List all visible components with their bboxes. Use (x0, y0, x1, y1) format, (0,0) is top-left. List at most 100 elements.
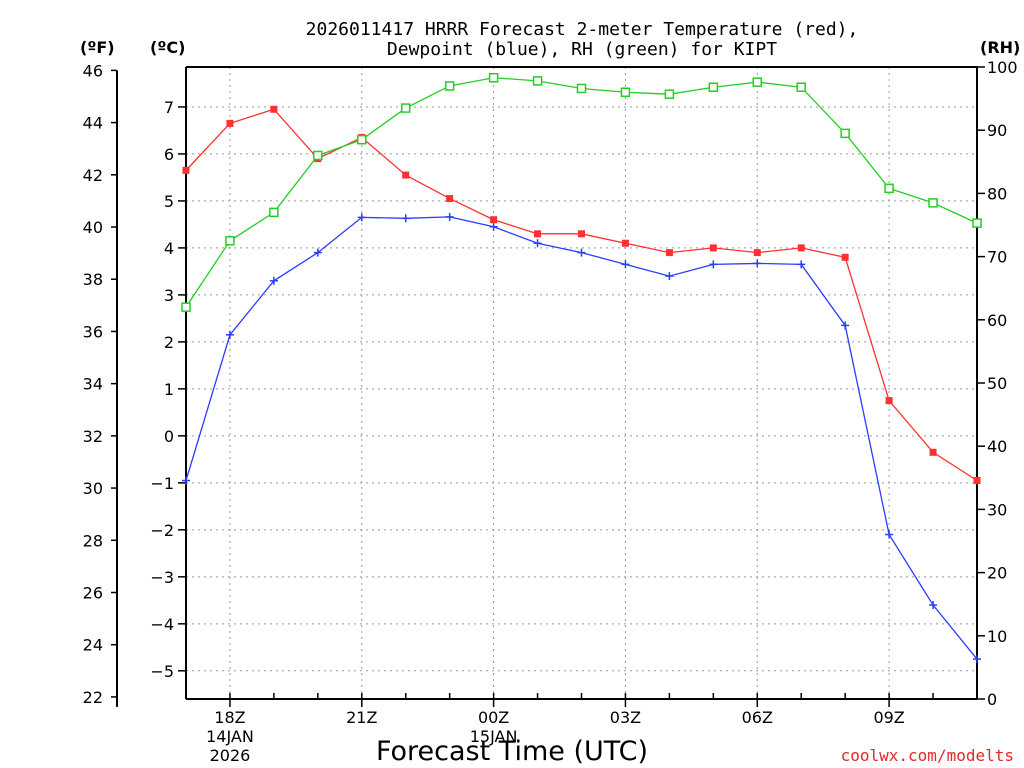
x-tick-label: 14JAN (206, 727, 254, 746)
fahrenheit-tick-label: 26 (83, 583, 103, 602)
x-axis-label: Forecast Time (UTC) (376, 736, 648, 767)
x-tick-label: 15JAN (470, 727, 518, 746)
rh-data-point (357, 134, 367, 145)
fahrenheit-tick-label: 24 (83, 636, 103, 655)
celsius-tick-label: −3 (150, 568, 174, 587)
rh-data-point (928, 198, 938, 208)
temperature-data-point (885, 397, 893, 405)
rh-data-point (488, 72, 499, 83)
celsius-tick-label: 1 (164, 380, 174, 399)
fahrenheit-tick-label: 30 (83, 479, 103, 498)
temperature-data-point (270, 105, 278, 113)
chart-title-line-2: Dewpoint (blue), RH (green) for KIPT (387, 39, 777, 60)
rh-data-point (400, 103, 411, 113)
dewpoint-data-point (621, 260, 630, 269)
fahrenheit-tick-label: 36 (83, 322, 103, 341)
dewpoint-data-point (401, 214, 410, 223)
dewpoint-data-point (665, 272, 674, 281)
dewpoint-data-point (709, 260, 718, 269)
temperature-data-point (929, 448, 937, 456)
rh-tick-label: 50 (987, 374, 1007, 393)
temperature-data-point (621, 239, 629, 247)
fahrenheit-unit-label: (ºF) (80, 38, 115, 57)
x-tick-label: 03Z (610, 708, 641, 727)
rh-tick-label: 10 (987, 627, 1007, 646)
temperature-data-point (534, 230, 542, 238)
rh-data-point (752, 77, 763, 87)
x-tick-label: 00Z (478, 708, 509, 727)
fahrenheit-tick-label: 42 (83, 166, 103, 185)
rh-tick-label: 90 (987, 121, 1007, 140)
dewpoint-data-point (753, 259, 762, 268)
rh-tick-label: 80 (987, 184, 1007, 203)
fahrenheit-tick-label: 22 (83, 688, 103, 707)
rh-data-point (313, 150, 323, 161)
temperature-data-point (578, 230, 585, 238)
dewpoint-data-point (269, 276, 278, 285)
fahrenheit-tick-label: 38 (83, 270, 103, 289)
rh-data-point (444, 81, 455, 91)
celsius-tick-label: −5 (150, 662, 174, 681)
dewpoint-data-point (929, 601, 938, 610)
rh-data-point (884, 183, 894, 194)
celsius-tick-label: 0 (164, 427, 174, 446)
x-tick-label: 09Z (873, 708, 904, 727)
temperature-data-point (182, 166, 190, 174)
celsius-tick-label: −2 (150, 521, 174, 540)
rh-data-point (269, 207, 279, 218)
dewpoint-data-point (885, 530, 894, 539)
temperature-data-point (753, 249, 761, 257)
dewpoint-data-point (973, 655, 981, 664)
temperature-data-point (841, 253, 849, 261)
rh-tick-label: 0 (987, 690, 997, 709)
fahrenheit-tick-label: 34 (83, 375, 103, 394)
dewpoint-data-point (797, 260, 806, 269)
rh-tick-label: 40 (987, 437, 1007, 456)
celsius-tick-label: −1 (150, 474, 174, 493)
rh-data-point (620, 87, 631, 98)
dewpoint-series-line (185, 216, 978, 660)
rh-data-point (181, 302, 191, 312)
temperature-data-point (402, 171, 410, 179)
dewpoint-data-point (313, 248, 322, 257)
dewpoint-data-point (489, 222, 498, 231)
rh-data-point (708, 82, 719, 92)
x-tick-label: 06Z (742, 708, 773, 727)
fahrenheit-tick-label: 40 (83, 218, 103, 237)
celsius-tick-label: 4 (164, 239, 174, 258)
dewpoint-data-point (357, 213, 366, 222)
celsius-tick-label: 3 (164, 286, 174, 305)
fahrenheit-tick-label: 46 (83, 61, 103, 80)
x-tick-label: 21Z (346, 708, 377, 727)
temperature-data-point (665, 249, 673, 257)
temperature-data-point (226, 119, 234, 127)
rh-data-point (796, 82, 806, 92)
chart-title-line-1: 2026011417 HRRR Forecast 2-meter Tempera… (306, 19, 859, 40)
celsius-tick-label: 5 (164, 192, 174, 211)
fahrenheit-tick-label: 44 (83, 114, 103, 133)
dewpoint-data-point (182, 476, 190, 485)
grid (186, 67, 977, 699)
temperature-data-point (973, 477, 981, 485)
celsius-tick-label: 7 (164, 98, 174, 117)
x-tick-label: 2026 (210, 746, 251, 765)
fahrenheit-tick-label: 32 (83, 427, 103, 446)
dewpoint-data-point (533, 239, 542, 248)
dewpoint-data-point (577, 248, 586, 257)
rh-series-line (185, 77, 978, 308)
rh-data-point (225, 236, 235, 246)
celsius-tick-label: −4 (150, 615, 174, 634)
watermark: coolwx.com/modelts (841, 746, 1014, 765)
rh-tick-label: 100 (987, 58, 1018, 77)
axes: 22242628303234363840424446−5−4−3−2−10123… (83, 58, 1018, 765)
temperature-data-point (709, 244, 717, 252)
temperature-data-point (490, 216, 498, 224)
celsius-tick-label: 2 (164, 333, 174, 352)
dewpoint-data-point (445, 212, 454, 221)
dewpoint-data-point (225, 330, 234, 339)
dewpoint-data-point (841, 321, 850, 330)
data-series (181, 72, 982, 664)
rh-data-point (840, 128, 850, 139)
rh-tick-label: 60 (987, 311, 1007, 330)
